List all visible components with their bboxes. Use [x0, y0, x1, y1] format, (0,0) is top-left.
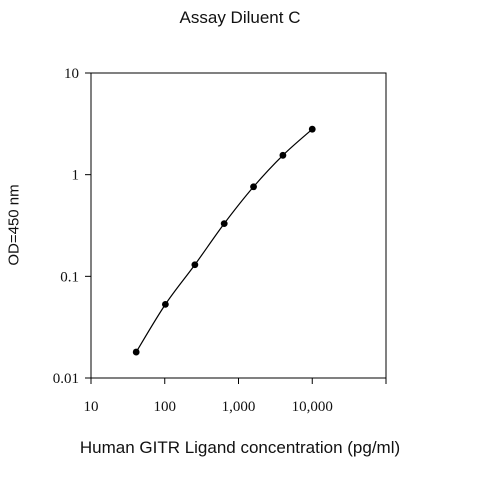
x-tick-label: 10	[84, 399, 99, 415]
chart-title: Assay Diluent C	[179, 8, 301, 27]
x-axis-label: Human GITR Ligand concentration (pg/ml)	[79, 438, 401, 457]
data-point	[250, 183, 257, 191]
data-point	[308, 125, 316, 133]
axis-ticks: 10 100 1,000 10,000 0.01 0.1 1 10	[53, 66, 387, 415]
x-tick-label: 10,000	[292, 399, 333, 415]
x-tick-label: 100	[154, 399, 177, 415]
plot-frame	[90, 72, 387, 379]
y-tick-label: 0.1	[60, 269, 79, 285]
data-point	[161, 300, 169, 308]
data-point	[279, 151, 287, 159]
fit-curve	[135, 128, 313, 353]
x-tick-label: 1,000	[222, 399, 256, 415]
y-tick-label: 10	[64, 66, 79, 82]
y-tick-label: 1	[72, 168, 80, 184]
data-points	[132, 125, 316, 356]
data-point	[191, 261, 199, 269]
data-point	[220, 220, 228, 228]
data-point	[132, 348, 140, 356]
y-axis-label: OD=450 nm	[5, 184, 23, 266]
y-tick-label: 0.01	[53, 371, 79, 387]
